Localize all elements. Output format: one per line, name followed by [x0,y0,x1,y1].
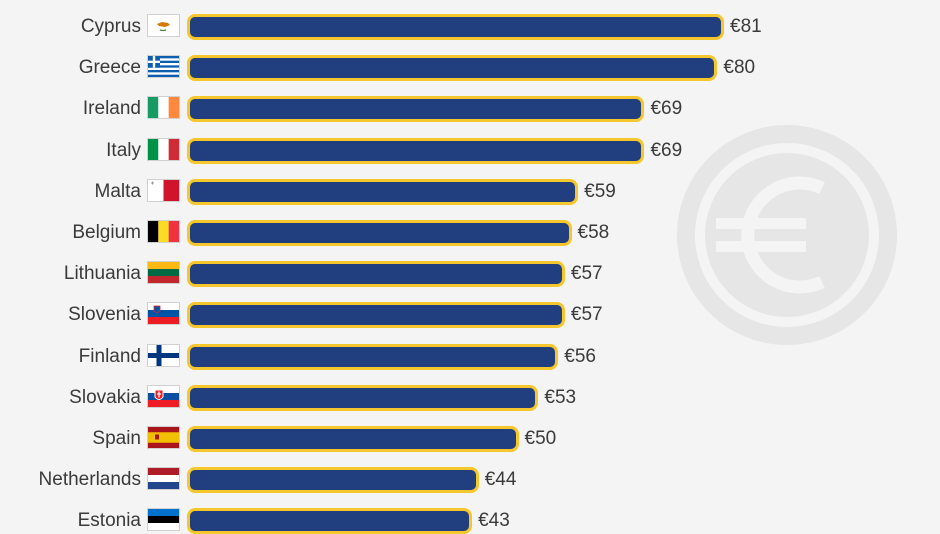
italy-flag [148,138,179,160]
value-label: €57 [570,304,603,326]
category-label: Estonia [77,510,141,532]
value-label: €43 [478,510,510,532]
category-label: Belgium [72,222,141,243]
category-label: Spain [92,428,141,449]
category-label: Finland [78,345,141,367]
bar [187,220,572,246]
bar [187,55,718,82]
value-label: €50 [524,428,557,449]
bar [187,384,539,411]
category-label: Greece [78,57,141,79]
value-label: €53 [544,386,577,408]
bar [187,302,565,329]
category-label: Ireland [82,98,141,120]
value-label: €81 [730,16,762,37]
lithuania-flag [148,262,179,284]
value-label: €44 [484,469,517,491]
malta-flag [148,179,179,201]
value-label: €58 [577,222,610,243]
bar [187,96,645,123]
category-label: Italy [106,139,141,161]
netherlands-flag [148,468,179,490]
ireland-flag [148,97,179,119]
value-label: €56 [564,345,596,367]
euro-icon [677,125,897,345]
category-label: Slovenia [68,304,141,326]
bar [187,261,565,288]
category-label: Cyprus [80,16,141,37]
estonia-flag [148,509,179,531]
category-label: Malta [94,180,141,202]
value-label: €80 [723,57,756,79]
bar [187,343,559,370]
value-label: €69 [650,139,683,161]
slovenia-flag [148,303,179,325]
value-label: €69 [650,98,683,120]
bar [187,14,725,40]
slovakia-flag [148,385,179,407]
spain-flag [148,427,179,448]
value-label: €59 [584,180,616,202]
bar [187,178,579,205]
category-label: Lithuania [63,263,141,285]
category-label: Slovakia [69,386,141,408]
value-label: €57 [570,263,603,285]
bar [187,508,473,534]
bar [187,426,519,452]
category-label: Netherlands [38,469,141,491]
belgium-flag [148,221,179,242]
bar [187,137,645,164]
finland-flag [148,344,179,366]
greece-flag [148,56,179,78]
bar [187,467,479,494]
cyprus-flag [148,15,179,36]
